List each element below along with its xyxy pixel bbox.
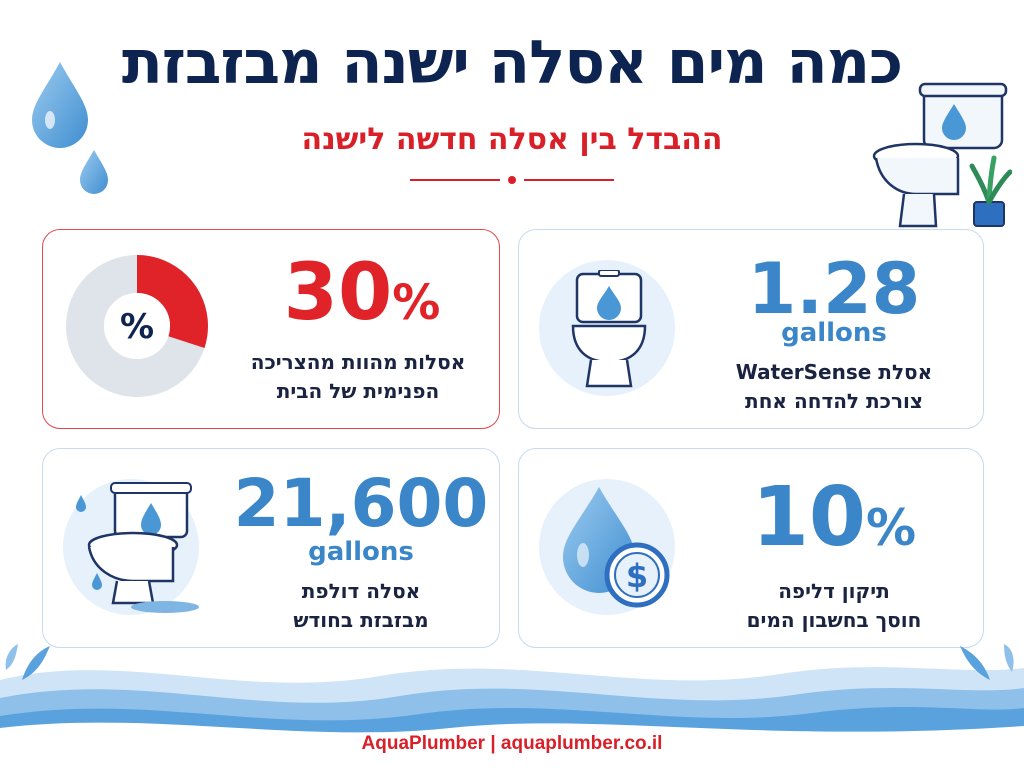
stat-description: תיקון דליפה חוסך בחשבון המים [699,577,969,635]
donut-chart-icon: % [66,255,208,397]
stat-unit: gallons [781,318,887,348]
page-title: כמה מים אסלה ישנה מבזבזת [121,28,903,98]
stat-card-leak-waste: 21,600 gallons אסלה דולפת מבזבזת בחודש [42,448,500,648]
stat-number: 10 [751,470,866,565]
footer-brand: AquaPlumber | aquaplumber.co.il [361,733,663,754]
stat-description-line-1: אסלות מהוות מהצריכה [250,350,466,374]
stat-description-line-2: מבזבזת בחודש [293,608,429,632]
stat-number: 1.28 [747,248,921,330]
stat-value: 10% [699,477,969,559]
dollar-sign-icon: $ [626,557,648,595]
toilet-plant-icon [872,82,1012,228]
stat-card-leak-fix-savings: $ 10% תיקון דליפה חוסך בחשבון המים [518,448,984,648]
stat-description: אסלות מהוות מהצריכה הפנימית של הבית [223,348,493,406]
stat-unit: gallons [308,537,414,567]
stat-description: אסלת WaterSense צורכת להדחה אחת [689,358,979,416]
stat-card-watersense: 1.28 gallons אסלת WaterSense צורכת להדחה… [518,229,984,429]
stat-value: 30% [237,254,487,332]
stat-description-line-2: הפנימית של הבית [276,379,440,403]
stat-description-line-2: צורכת להדחה אחת [745,389,923,413]
page-subtitle: ההבדל בין אסלה חדשה לישנה [301,122,723,157]
stat-percent-sign: % [866,499,917,557]
donut-label: % [120,307,154,347]
stat-description-line-1: אסלת WaterSense [735,360,933,384]
leaking-toilet-icon [76,482,199,613]
stat-card-household-share: % 30% אסלות מהוות מהצריכה הפנימית של הבי… [42,229,500,429]
drop-coin-icon: $ [563,487,670,608]
wave-decoration [0,644,1024,768]
stat-number: 30 [283,248,393,338]
stat-description-line-2: חוסך בחשבון המים [746,608,922,632]
stat-description-line-1: אסלה דולפת [301,579,421,603]
stat-percent-sign: % [392,275,441,331]
toilet-drop-icon [571,270,647,388]
stat-description-line-1: תיקון דליפה [778,579,890,603]
title-divider [410,176,614,184]
stat-description: אסלה דולפת מבזבזת בחודש [229,577,493,635]
water-drop-icon [32,62,108,194]
stat-number: 21,600 [233,465,489,542]
